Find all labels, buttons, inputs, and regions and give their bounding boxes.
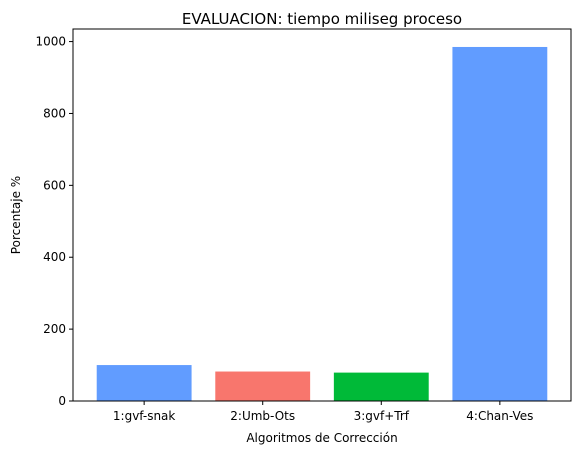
x-tick-label: 1:gvf-snak: [113, 409, 176, 423]
y-tick-label: 400: [43, 250, 66, 264]
chart-title: EVALUACION: tiempo miliseg proceso: [182, 10, 462, 28]
bar-4: [452, 46, 548, 402]
y-tick-label: 200: [43, 322, 66, 336]
bars-group: [96, 46, 548, 402]
x-axis-label: Algoritmos de Corrección: [246, 431, 397, 445]
y-tick-label: 0: [58, 394, 66, 408]
y-tick-label: 800: [43, 106, 66, 120]
y-axis-label: Porcentaje %: [9, 176, 23, 254]
bar-3: [333, 372, 429, 401]
x-axis-ticks: 1:gvf-snak 2:Umb-Ots 3:gvf+Trf 4:Chan-Ves: [113, 401, 533, 423]
x-tick-label: 3:gvf+Trf: [354, 409, 410, 423]
bar-1: [96, 365, 192, 401]
plot-frame: [72, 28, 572, 402]
y-tick-label: 600: [43, 178, 66, 192]
x-tick-label: 4:Chan-Ves: [466, 409, 533, 423]
y-axis-ticks: 0 200 400 600 800 1000: [35, 35, 73, 408]
x-tick-label: 2:Umb-Ots: [230, 409, 295, 423]
bar-2: [215, 371, 311, 401]
y-tick-label: 1000: [35, 35, 66, 49]
